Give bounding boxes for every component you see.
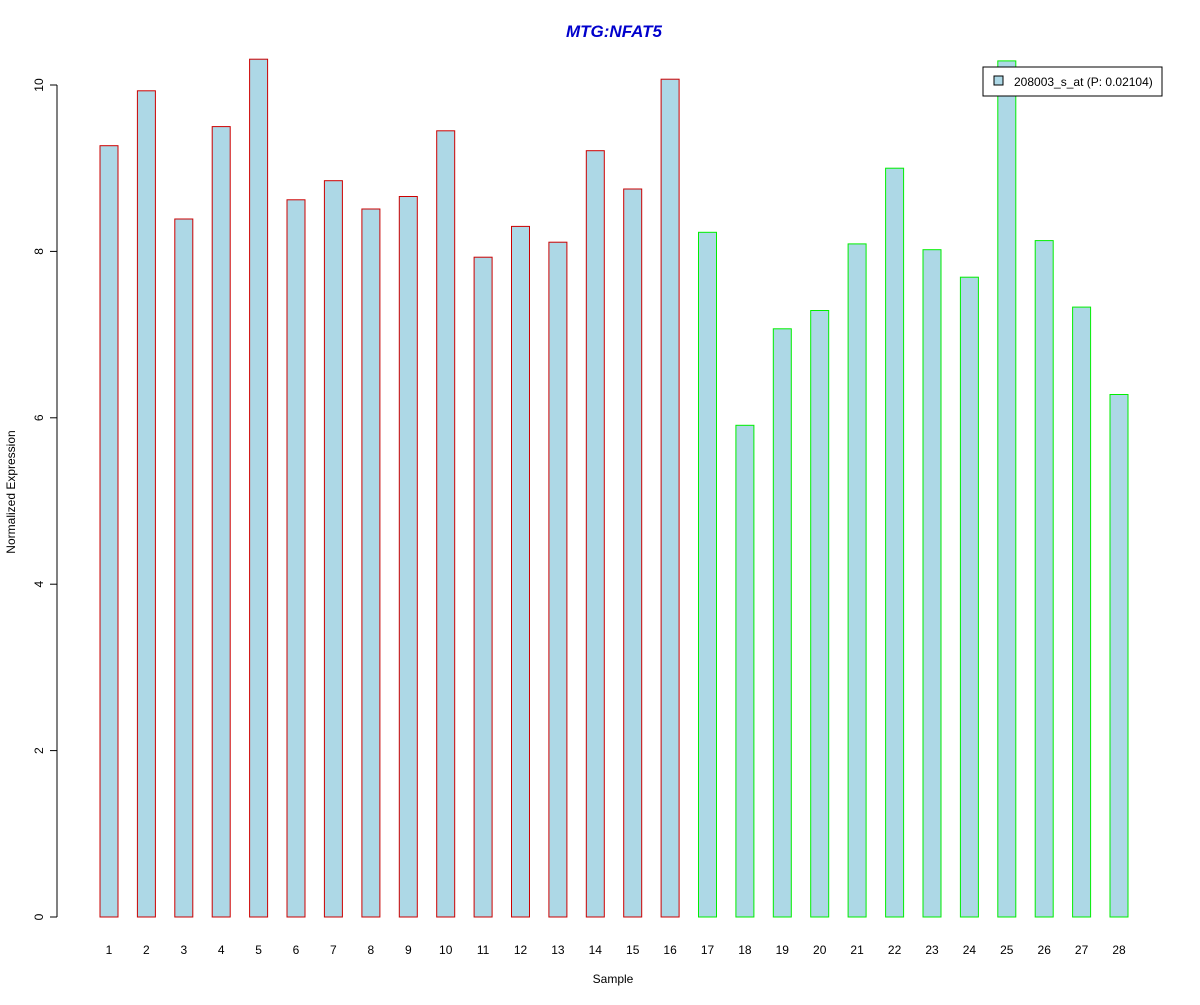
x-axis-label: Sample xyxy=(593,972,634,986)
legend: 208003_s_at (P: 0.02104) xyxy=(982,66,1163,97)
bar-sample-25 xyxy=(997,60,1017,918)
bar-sample-12 xyxy=(511,225,530,918)
x-tick-label: 15 xyxy=(626,943,640,957)
bar-sample-13 xyxy=(548,241,568,918)
x-tick-label: 27 xyxy=(1075,943,1089,957)
x-tick-label: 16 xyxy=(663,943,677,957)
x-tick-label: 26 xyxy=(1038,943,1052,957)
x-tick-labels: 1 2 3 4 5 6 7 8 9 10 11 12 13 14 15 16 17 18 19 20 21 22 23 24 2… xyxy=(106,943,1126,957)
chart-title: MTG:NFAT5 xyxy=(566,22,663,41)
x-tick-label: 1 xyxy=(106,943,113,957)
bar-sample-27 xyxy=(1072,306,1092,918)
x-tick-label: 21 xyxy=(850,943,864,957)
x-tick-label: 9 xyxy=(405,943,412,957)
bar-sample-19 xyxy=(772,328,792,918)
y-tick-label: 8 xyxy=(32,248,46,255)
bar-sample-8 xyxy=(361,208,381,918)
legend-label: 208003_s_at (P: 0.02104) xyxy=(1014,75,1153,89)
bar-sample-22 xyxy=(885,167,905,918)
bar-sample-6 xyxy=(286,199,306,918)
bar-sample-9 xyxy=(398,196,418,918)
bar-sample-21 xyxy=(847,243,867,918)
y-tick-label: 2 xyxy=(32,747,46,754)
bar-sample-26 xyxy=(1034,240,1054,918)
x-tick-label: 7 xyxy=(330,943,337,957)
bar-sample-14 xyxy=(585,150,605,918)
x-tick-label: 11 xyxy=(477,943,490,957)
x-tick-label: 3 xyxy=(180,943,187,957)
x-tick-label: 23 xyxy=(925,943,939,957)
bar-sample-2 xyxy=(136,90,156,918)
bar-sample-23 xyxy=(922,249,942,918)
y-axis-label: Normalized Expression xyxy=(4,430,18,553)
y-tick-label: 4 xyxy=(32,581,46,588)
legend-box xyxy=(982,66,1163,97)
x-tick-label: 6 xyxy=(293,943,300,957)
y-tick-label: 6 xyxy=(32,414,46,421)
bar-sample-5 xyxy=(249,58,269,918)
x-tick-label: 14 xyxy=(589,943,603,957)
bar-sample-4 xyxy=(211,126,231,918)
x-tick-label: 4 xyxy=(218,943,225,957)
y-tick-label: 10 xyxy=(32,78,46,92)
y-axis: 0 2 4 6 8 10 xyxy=(32,78,58,920)
bar-sample-10 xyxy=(436,130,456,918)
x-tick-label: 8 xyxy=(368,943,375,957)
bar-sample-24 xyxy=(959,276,979,918)
bar-sample-28 xyxy=(1109,394,1129,918)
x-tick-label: 28 xyxy=(1112,943,1126,957)
bars-group xyxy=(99,58,1129,918)
bar-sample-16 xyxy=(660,78,680,918)
x-tick-label: 17 xyxy=(701,943,715,957)
x-tick-label: 10 xyxy=(439,943,453,957)
x-tick-label: 18 xyxy=(738,943,752,957)
x-tick-label: 24 xyxy=(963,943,977,957)
x-tick-label: 22 xyxy=(888,943,902,957)
x-tick-label: 25 xyxy=(1000,943,1014,957)
x-tick-label: 20 xyxy=(813,943,827,957)
bar-sample-15 xyxy=(623,188,643,918)
bar-sample-18 xyxy=(735,424,755,918)
x-tick-label: 13 xyxy=(551,943,565,957)
x-tick-label: 12 xyxy=(514,943,528,957)
bar-sample-3 xyxy=(174,218,194,918)
x-tick-label: 2 xyxy=(143,943,150,957)
bar-sample-11 xyxy=(473,256,493,918)
y-tick-label: 0 xyxy=(32,913,46,920)
x-tick-label: 19 xyxy=(776,943,790,957)
legend-swatch xyxy=(993,75,1004,86)
bar-sample-17 xyxy=(698,231,717,918)
bar-sample-7 xyxy=(323,180,343,918)
x-tick-label: 5 xyxy=(255,943,262,957)
bar-sample-20 xyxy=(810,310,830,918)
bar-sample-1 xyxy=(99,145,119,918)
